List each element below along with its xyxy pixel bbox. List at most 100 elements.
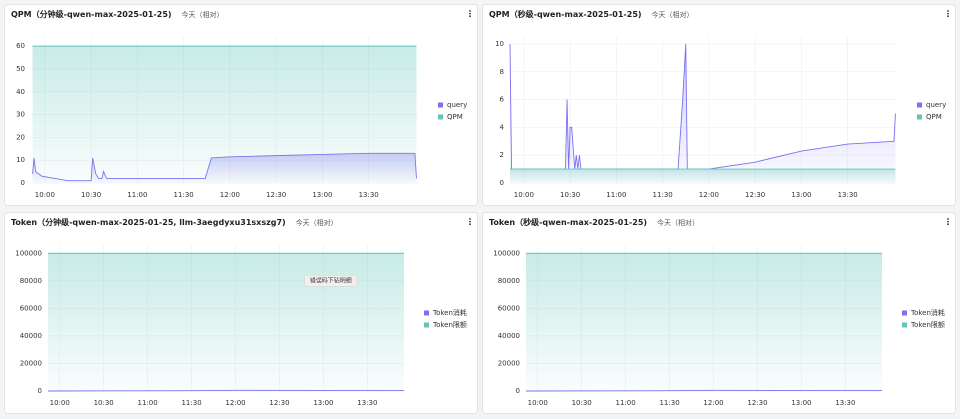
tooltip-box [304, 275, 357, 287]
y-tick-label: 0 [500, 179, 504, 187]
menu-dot [469, 218, 471, 220]
area [526, 253, 882, 391]
time-range[interactable]: 今天（相对） [657, 219, 700, 227]
line [509, 43, 896, 170]
legend-swatch [902, 310, 907, 316]
menu-dot [947, 223, 949, 226]
y-tick-label: 8 [500, 68, 504, 76]
header: Token（秒级-qwen-max-2025-01-25) 今天（相对） [489, 217, 699, 228]
header: QPM（秒级-qwen-max-2025-01-25) 今天（相对） [489, 9, 694, 20]
area [510, 169, 896, 183]
y-tick-label: 30 [16, 111, 25, 119]
y-tick-label: 10 [495, 40, 504, 48]
legend-label: Token限额 [910, 320, 945, 329]
menu-dot [469, 220, 471, 223]
menu-dot [469, 15, 471, 18]
legend-swatch [438, 114, 443, 120]
chart: 0 20000 40000 60000 80000 100000 10:00 10:30 11:… [493, 218, 949, 407]
x-tick-label: 10:30 [560, 191, 580, 199]
time-range[interactable]: 今天（相对） [651, 11, 694, 19]
menu-dot [947, 218, 949, 220]
x-tick-label: 11:30 [659, 399, 679, 407]
legend-label: QPM [447, 113, 463, 121]
legend-label: query [926, 101, 946, 109]
y-tick-label: 40000 [498, 332, 520, 340]
y-tick-label: 10 [16, 156, 25, 164]
legend-label: Token消耗 [910, 308, 945, 317]
y-tick-label: 80000 [498, 277, 520, 285]
legend-swatch [424, 310, 429, 316]
y-tick-label: 80000 [20, 277, 42, 285]
x-tick-label: 10:00 [50, 399, 70, 407]
x-tick-label: 11:30 [174, 191, 194, 199]
legend-label: QPM [926, 113, 942, 121]
x-tick-label: 11:00 [127, 191, 147, 199]
area [510, 43, 896, 184]
menu-dot [947, 15, 949, 18]
y-tick-label: 50 [16, 65, 25, 73]
x-tick-label: 10:30 [94, 399, 114, 407]
panel: 0 20000 40000 60000 80000 100000 10:00 10:30 11:… [482, 212, 956, 414]
chart-title: QPM（分钟级-qwen-max-2025-01-25) [11, 10, 172, 19]
menu-dot [469, 12, 471, 15]
tooltip: 错误码下钻明细 [310, 276, 352, 284]
y-tick-label: 0 [38, 387, 42, 395]
x-tick-label: 12:30 [745, 191, 765, 199]
y-tick-label: 60 [16, 42, 25, 50]
chart-title: Token（秒级-qwen-max-2025-01-25) [489, 218, 648, 227]
legend-label: query [447, 101, 467, 109]
y-tick-label: 0 [21, 179, 25, 187]
y-tick-label: 40000 [20, 332, 42, 340]
header: QPM（分钟级-qwen-max-2025-01-25) 今天（相对） [11, 9, 224, 20]
panel: 0 2 4 6 8 10 10:00 10:30 11:00 11:30 12:00 12:30 13:… [482, 4, 956, 206]
legend-swatch [902, 322, 907, 328]
chart-title: Token（分钟级-qwen-max-2025-01-25, llm-3aegd… [11, 218, 286, 227]
x-tick-label: 12:30 [747, 399, 767, 407]
x-tick-label: 13:00 [312, 191, 332, 199]
legend-swatch [424, 322, 429, 328]
y-tick-label: 2 [500, 151, 504, 159]
x-tick-label: 10:00 [514, 191, 534, 199]
header: Token（分钟级-qwen-max-2025-01-25, llm-3aegd… [11, 217, 338, 228]
x-tick-label: 11:00 [138, 399, 158, 407]
x-tick-label: 12:00 [703, 399, 723, 407]
legend-swatch [917, 102, 922, 108]
panel: 0 20000 40000 60000 80000 100000 10:00 10:30 11:… [4, 212, 478, 414]
y-tick-label: 60000 [498, 304, 520, 312]
y-tick-label: 100000 [493, 249, 520, 257]
x-tick-label: 11:00 [616, 399, 636, 407]
chart-title: QPM（秒级-qwen-max-2025-01-25) [489, 10, 642, 19]
x-tick-label: 13:30 [357, 399, 377, 407]
x-tick-label: 12:00 [220, 191, 240, 199]
x-tick-label: 13:00 [791, 191, 811, 199]
x-tick-label: 12:00 [225, 399, 245, 407]
chart: 0 2 4 6 8 10 10:00 10:30 11:00 11:30 12:00 12:30 13:… [495, 10, 949, 199]
y-tick-label: 0 [516, 387, 520, 395]
panel: 0 10 20 30 40 50 60 10:00 10:30 11:00 11:30 12:00 12… [4, 4, 478, 206]
menu-dot [947, 12, 949, 15]
y-tick-label: 6 [500, 96, 505, 104]
menu-dot [947, 10, 949, 12]
time-range[interactable]: 今天（相对） [295, 219, 338, 227]
legend-label: Token消耗 [432, 308, 467, 317]
menu-dot [469, 223, 471, 226]
x-tick-label: 13:30 [835, 399, 855, 407]
area [48, 253, 404, 391]
x-tick-label: 10:00 [35, 191, 55, 199]
y-tick-label: 20000 [20, 359, 42, 367]
x-tick-label: 13:00 [313, 399, 333, 407]
time-range[interactable]: 今天（相对） [181, 11, 224, 19]
x-tick-label: 11:30 [653, 191, 673, 199]
x-tick-label: 10:00 [528, 399, 548, 407]
chart: 0 10 20 30 40 50 60 10:00 10:30 11:00 11:30 12:00 12… [16, 10, 471, 199]
y-tick-label: 20 [16, 133, 25, 141]
x-tick-label: 10:30 [81, 191, 101, 199]
x-tick-label: 12:30 [269, 399, 289, 407]
legend-swatch [438, 102, 443, 108]
chart: 0 20000 40000 60000 80000 100000 10:00 10:30 11:… [15, 218, 471, 407]
y-tick-label: 4 [500, 123, 505, 131]
legend-swatch [917, 114, 922, 120]
x-tick-label: 13:30 [838, 191, 858, 199]
x-tick-label: 13:30 [359, 191, 379, 199]
